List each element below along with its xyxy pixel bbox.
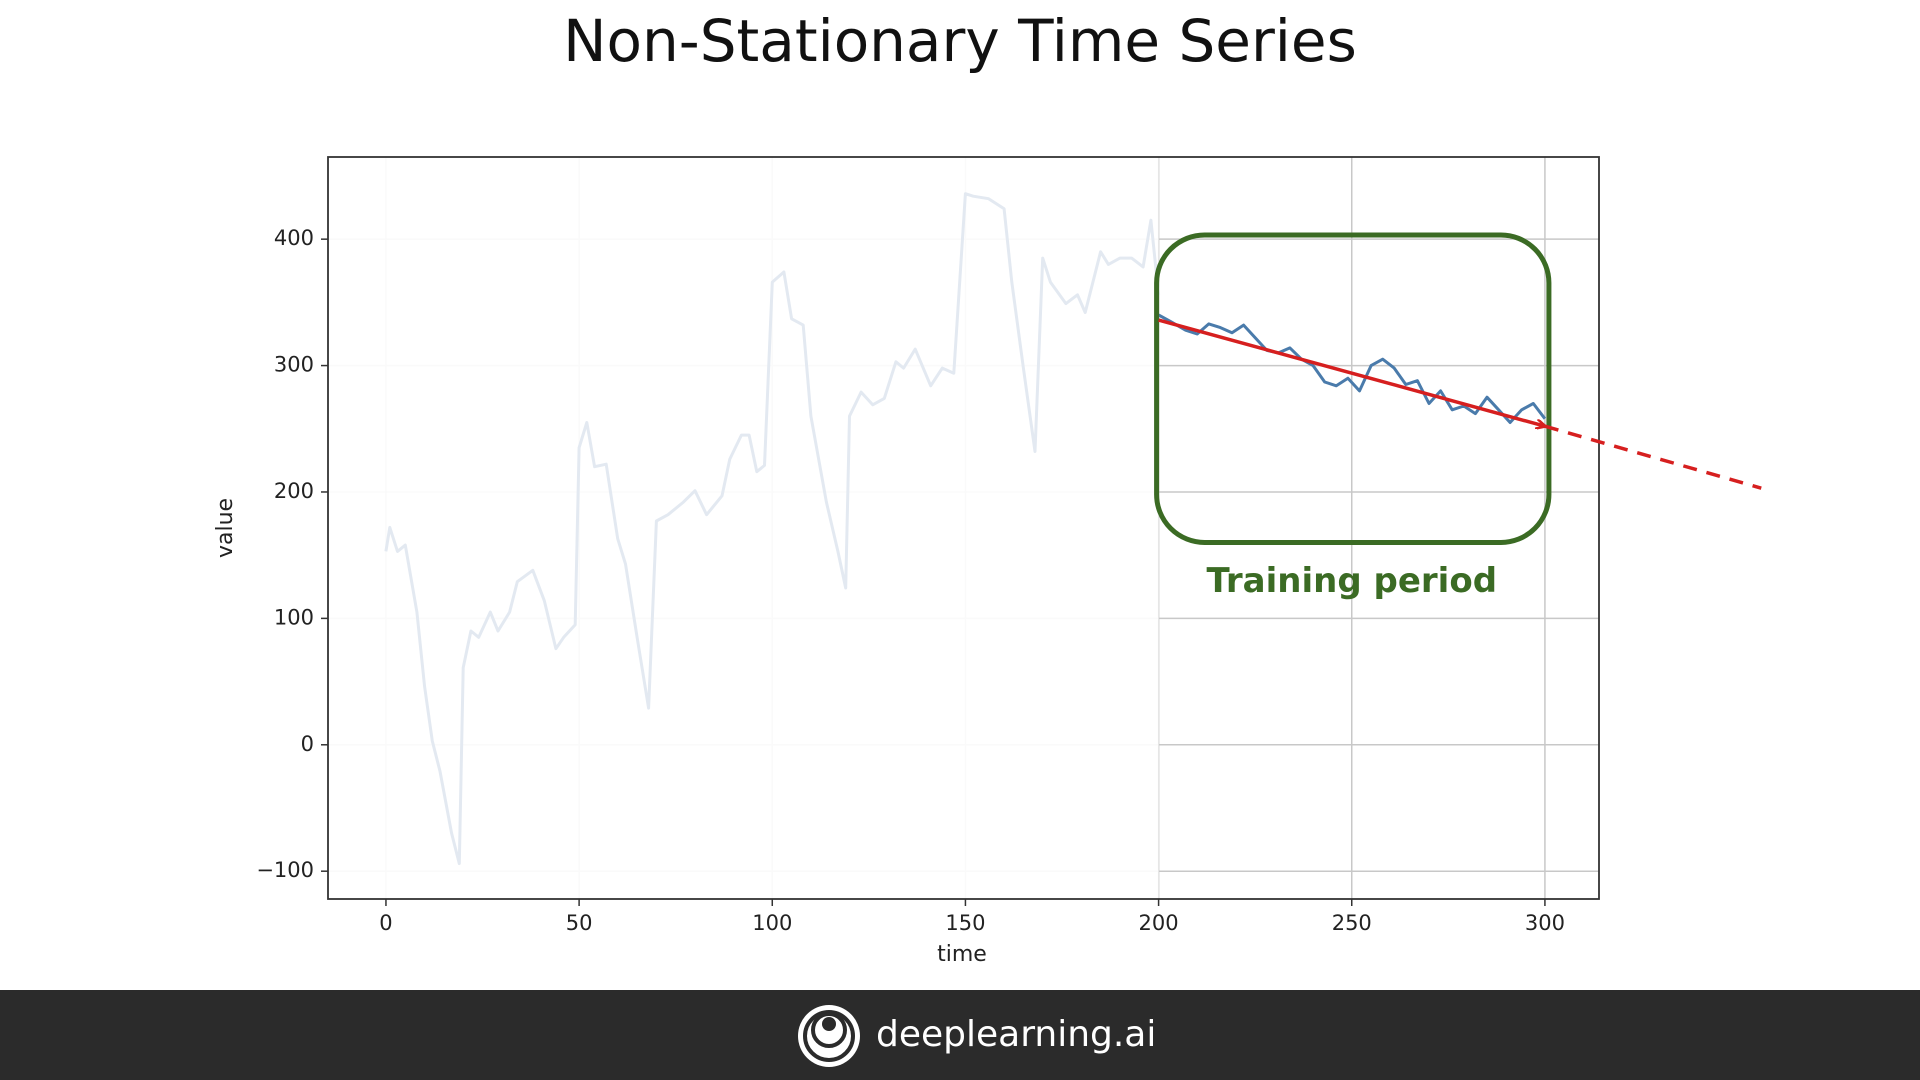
y-tick-label: 400 [274, 226, 314, 250]
y-tick-label: −100 [256, 858, 314, 882]
x-axis-label: time [937, 942, 987, 967]
x-tick-label: 300 [1525, 911, 1565, 935]
x-tick-label: 200 [1139, 911, 1179, 935]
y-tick-label: 200 [274, 479, 314, 503]
plot-frame [327, 156, 1600, 900]
fade-overlay [328, 157, 1159, 899]
footer-bar [0, 990, 1920, 1080]
y-tick-label: 0 [301, 732, 314, 756]
y-tick-label: 100 [274, 605, 314, 629]
data-line [1157, 313, 1547, 424]
x-tick-label: 100 [752, 911, 792, 935]
x-tick-label: 250 [1332, 911, 1372, 935]
trend-arrow [1158, 318, 1545, 426]
x-tick-label: 150 [945, 911, 985, 935]
forecast-line [1544, 424, 1762, 490]
chart-title: Non-Stationary Time Series [563, 7, 1357, 75]
x-tick-label: 0 [379, 911, 392, 935]
logo [798, 1005, 860, 1067]
data-line [384, 192, 1161, 866]
annotation: Training period [1206, 561, 1497, 601]
y-axis-label: value [213, 498, 238, 558]
training-box [1154, 232, 1552, 545]
y-tick-label: 300 [274, 353, 314, 377]
footer-brand: deeplearning.ai [876, 1014, 1156, 1055]
x-tick-label: 50 [566, 911, 593, 935]
